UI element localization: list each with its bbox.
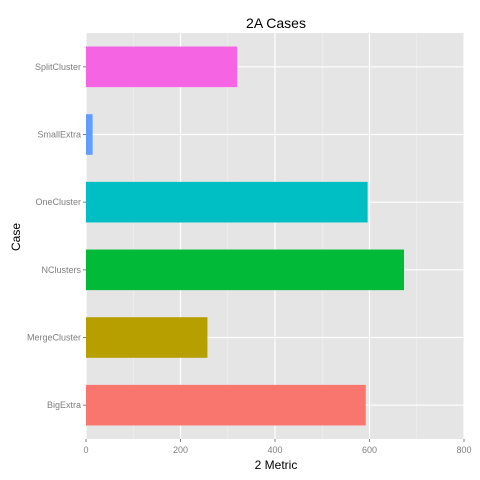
y-tick-label: OneCluster [35, 197, 81, 207]
bars [86, 46, 404, 426]
chart-title: 2A Cases [246, 15, 306, 31]
y-tick-label: SmallExtra [37, 130, 81, 140]
y-tick-label: NClusters [41, 265, 81, 275]
x-tick-labels: 0 200 400 600 800 [83, 439, 472, 455]
x-axis-title: 2 Metric [255, 458, 298, 472]
bar-onecluster [86, 181, 368, 223]
bar-splitcluster [86, 46, 238, 88]
x-tick-label: 400 [267, 445, 282, 455]
x-tick-label: 600 [362, 445, 377, 455]
x-tick-label: 0 [83, 445, 88, 455]
x-tick-label: 200 [173, 445, 188, 455]
y-tick-label: BigExtra [47, 400, 81, 410]
bar-mergecluster [86, 317, 208, 358]
bar-smallextra [86, 114, 93, 155]
y-tick-label: MergeCluster [27, 333, 81, 343]
bar-bigextra [86, 384, 366, 426]
x-tick-label: 800 [456, 445, 471, 455]
y-axis-title: Case [9, 223, 23, 251]
bar-nclusters [86, 249, 404, 291]
y-tick-label: SplitCluster [35, 62, 81, 72]
y-tick-labels: BigExtra MergeCluster NClusters OneCluster S… [27, 62, 86, 410]
